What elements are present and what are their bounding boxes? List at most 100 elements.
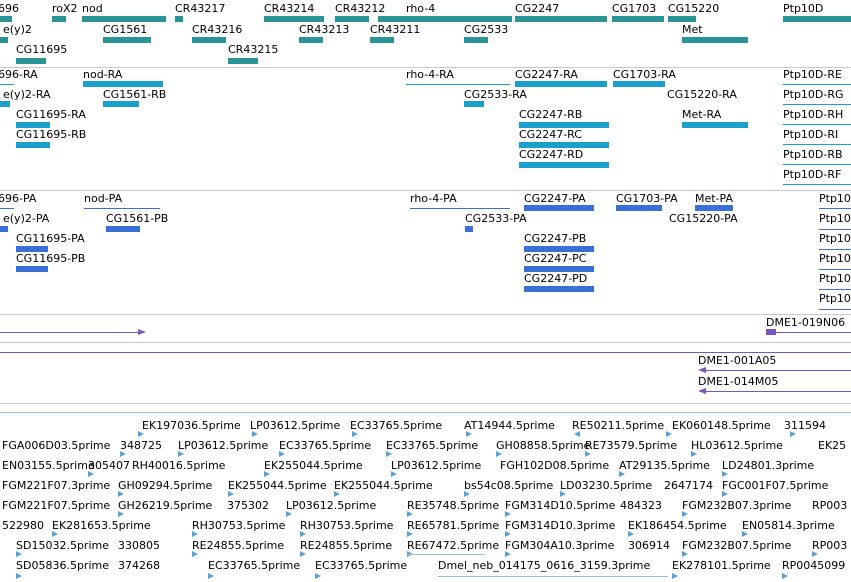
gene-feature[interactable] (335, 16, 369, 22)
transcript-feature[interactable] (783, 184, 851, 185)
protein-label[interactable]: e(y)2-PA (3, 212, 50, 225)
gene-feature[interactable] (299, 37, 323, 43)
gene-feature[interactable] (175, 16, 183, 22)
transcript-label[interactable]: Ptp10D-RH (783, 108, 844, 121)
transcript-feature[interactable] (783, 144, 851, 145)
gene-feature[interactable] (264, 16, 324, 22)
gene-feature[interactable] (783, 16, 851, 22)
est-label[interactable]: GH26219.5prime (118, 499, 213, 512)
transcript-label[interactable]: CG2533-RA (464, 88, 527, 101)
est-label[interactable]: LP03612.5prime (391, 459, 482, 472)
gene-label[interactable]: CG2533 (464, 23, 509, 36)
transcript-label[interactable]: Ptp10D-RI (783, 128, 839, 141)
clone-feature[interactable] (766, 329, 776, 335)
transcript-label[interactable]: Ptp10D-RG (783, 88, 844, 101)
gene-label[interactable]: CR43213 (299, 23, 350, 36)
clone-feature[interactable] (704, 391, 851, 392)
est-label[interactable]: FGH102D08.5prime (500, 459, 610, 472)
protein-feature[interactable] (524, 205, 594, 211)
transcript-label[interactable]: CG15220-RA (667, 88, 737, 101)
est-label[interactable]: FGM314D10.3prime (505, 519, 616, 532)
est-label[interactable]: FGM221F07.3prime (2, 479, 111, 492)
transcript-label[interactable]: CG11695-RB (16, 128, 87, 141)
est-feature[interactable] (438, 576, 668, 577)
transcript-label[interactable]: Ptp10D-RB (783, 148, 843, 161)
protein-label[interactable]: CG2247-PC (524, 252, 587, 265)
gene-feature[interactable] (682, 37, 748, 43)
protein-label[interactable]: CG2533-PA (465, 212, 527, 225)
est-label[interactable]: AT29135.5prime (619, 459, 710, 472)
gene-feature[interactable] (464, 37, 488, 43)
gene-label[interactable]: CR43216 (192, 23, 243, 36)
transcript-label[interactable]: CG1703-RA (613, 68, 676, 81)
est-label[interactable]: FGM232B07.3prime (682, 499, 792, 512)
est-label[interactable]: EK060148.5prime (672, 419, 771, 432)
gene-feature[interactable] (0, 37, 8, 43)
gene-label[interactable]: CG1703 (612, 2, 657, 15)
gene-feature[interactable] (612, 16, 664, 22)
est-label[interactable]: EK186454.5prime (628, 519, 727, 532)
gene-label[interactable]: CR43215 (228, 43, 279, 56)
transcript-label[interactable]: CG11695-RA (16, 108, 86, 121)
est-label[interactable]: RH40016.5prime (132, 459, 226, 472)
transcript-label[interactable]: e(y)2-RA (3, 88, 51, 101)
est-label[interactable]: LP03612.5prime (286, 499, 377, 512)
protein-feature[interactable] (84, 208, 160, 209)
transcript-feature[interactable] (519, 122, 609, 128)
transcript-feature[interactable] (519, 142, 609, 148)
transcript-feature[interactable] (783, 124, 851, 125)
gene-label[interactable]: CR43212 (335, 2, 386, 15)
est-label[interactable]: FGM304A10.3prime (505, 539, 615, 552)
protein-feature[interactable] (819, 269, 851, 270)
transcript-label[interactable]: 696-RA (0, 68, 38, 81)
est-label[interactable]: RP003 (812, 499, 848, 512)
est-label[interactable]: 306914 (628, 539, 670, 552)
est-label[interactable]: 374268 (118, 559, 160, 572)
est-label[interactable]: HL03612.5prime (691, 439, 783, 452)
est-label[interactable]: EC33765.5prime (315, 559, 408, 572)
gene-label[interactable]: CG1561 (103, 23, 148, 36)
est-label[interactable]: SD05836.5prime (16, 559, 109, 572)
est-label[interactable]: EK255044.5prime (334, 479, 433, 492)
protein-label[interactable]: CG1703-PA (616, 192, 678, 205)
protein-feature[interactable] (465, 226, 473, 232)
gene-label[interactable]: CR43211 (370, 23, 421, 36)
protein-feature[interactable] (0, 208, 14, 209)
transcript-feature[interactable] (783, 164, 851, 165)
est-label[interactable]: LP03612.5prime (250, 419, 341, 432)
protein-label[interactable]: CG2247-PB (524, 232, 587, 245)
gene-label[interactable]: CG2247 (515, 2, 560, 15)
clone-label[interactable]: DME1-001A05 (698, 354, 777, 367)
protein-label[interactable]: Met-PA (695, 192, 733, 205)
est-label[interactable]: RE65781.5prime (407, 519, 500, 532)
protein-label[interactable]: rho-4-PA (410, 192, 457, 205)
est-label[interactable]: EN03155.5prime (2, 459, 95, 472)
est-label[interactable]: 522980 (2, 519, 44, 532)
gene-feature[interactable] (52, 16, 66, 22)
gene-label[interactable]: Ptp10D (783, 2, 824, 15)
est-label[interactable]: RE35748.5prime (407, 499, 500, 512)
gene-feature[interactable] (192, 37, 226, 43)
protein-label[interactable]: Ptp10 (819, 292, 851, 305)
protein-feature[interactable] (616, 205, 662, 211)
est-label[interactable]: RH30753.5prime (192, 519, 286, 532)
protein-feature[interactable] (819, 208, 851, 209)
transcript-label[interactable]: Met-RA (682, 108, 722, 121)
est-label[interactable]: RE67472.5prime (407, 539, 500, 552)
est-label[interactable]: 375302 (227, 499, 269, 512)
protein-feature[interactable] (819, 309, 851, 310)
est-label[interactable]: AT14944.5prime (464, 419, 555, 432)
est-label[interactable]: RP0045099 (782, 559, 846, 572)
protein-label[interactable]: CG11695-PA (16, 232, 85, 245)
clone-feature[interactable] (0, 332, 140, 333)
gene-feature[interactable] (228, 58, 258, 64)
est-label[interactable]: RH30753.5prime (300, 519, 394, 532)
gene-feature[interactable] (16, 58, 46, 64)
gene-label[interactable]: rho-4 (406, 2, 436, 15)
est-label[interactable]: EK281653.5prime (52, 519, 151, 532)
transcript-label[interactable]: CG1561-RB (103, 88, 167, 101)
protein-label[interactable]: Ptp10 (819, 272, 851, 285)
est-label[interactable]: 330805 (118, 539, 160, 552)
transcript-feature[interactable] (406, 84, 510, 85)
transcript-feature[interactable] (16, 122, 50, 128)
